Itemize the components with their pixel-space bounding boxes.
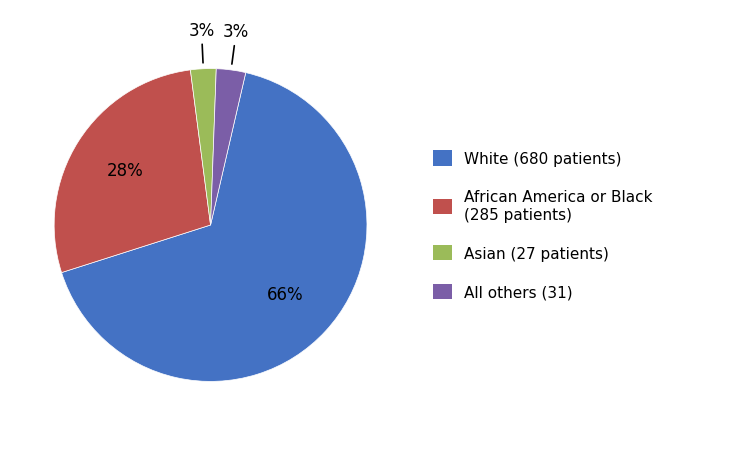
Wedge shape bbox=[211, 69, 246, 226]
Text: 3%: 3% bbox=[188, 22, 214, 64]
Wedge shape bbox=[190, 69, 217, 226]
Wedge shape bbox=[62, 74, 367, 382]
Text: 28%: 28% bbox=[106, 162, 143, 180]
Wedge shape bbox=[54, 71, 211, 273]
Text: 3%: 3% bbox=[223, 23, 250, 65]
Legend: White (680 patients), African America or Black
(285 patients), Asian (27 patient: White (680 patients), African America or… bbox=[433, 151, 652, 300]
Text: 66%: 66% bbox=[267, 285, 304, 303]
